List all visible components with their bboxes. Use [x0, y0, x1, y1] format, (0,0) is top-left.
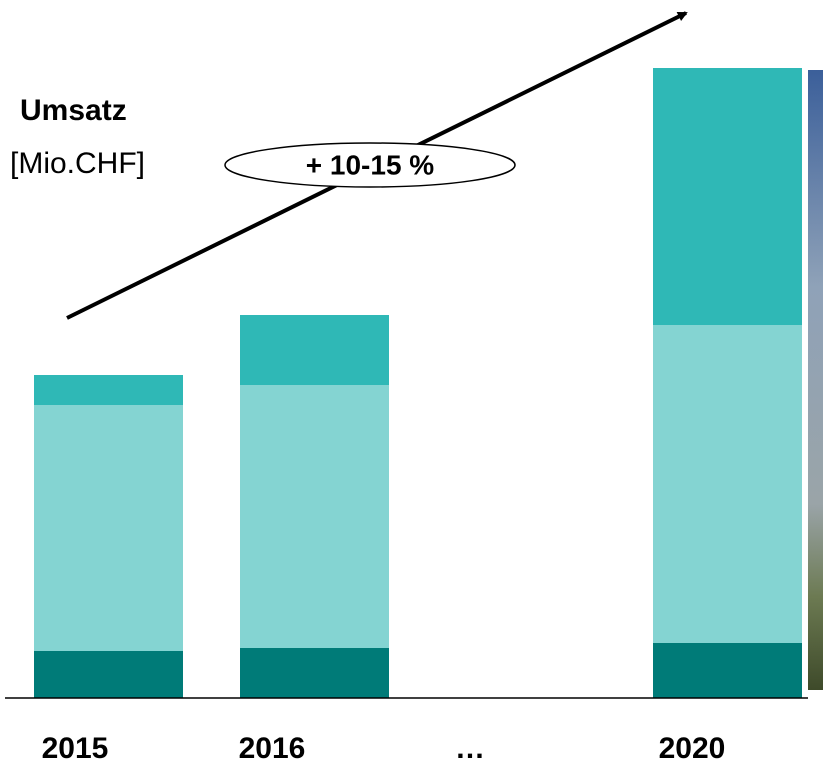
bar-segment	[653, 68, 802, 325]
x-tick-label: 2020	[659, 732, 726, 765]
photo	[808, 70, 823, 690]
x-tick-label: …	[455, 732, 485, 765]
bar-segment	[240, 315, 389, 385]
bar-segment	[34, 651, 183, 698]
chart-title: Umsatz	[20, 94, 127, 127]
x-tick-label: 2016	[239, 732, 306, 765]
bar-segment	[653, 643, 802, 698]
chart: Umsatz [Mio.CHF] + 10-15 % 2015 2016 … 2020	[0, 0, 823, 770]
bar-segment	[240, 648, 389, 698]
bar-segment	[653, 325, 802, 643]
annotation: + 10-15 %	[306, 149, 435, 180]
chart-subtitle: [Mio.CHF]	[10, 147, 145, 180]
x-tick-label: 2015	[42, 732, 109, 765]
bar-segment	[240, 385, 389, 648]
bar-segment	[34, 375, 183, 405]
bar-segment	[34, 405, 183, 651]
